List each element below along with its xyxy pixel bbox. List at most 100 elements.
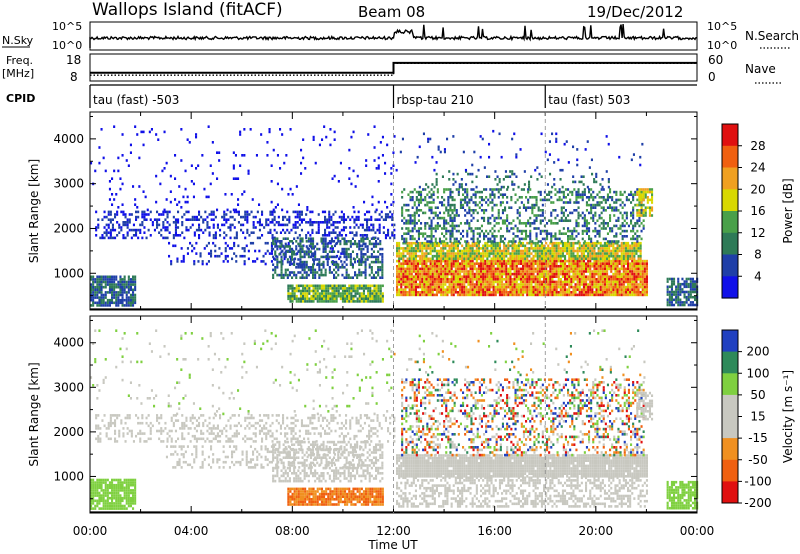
data-cell	[461, 254, 464, 258]
data-cell	[624, 270, 627, 273]
data-cell	[627, 262, 630, 265]
data-cell	[484, 272, 487, 276]
data-cell	[620, 280, 623, 284]
data-cell	[501, 201, 504, 204]
data-cell	[469, 267, 472, 271]
data-cell	[572, 247, 575, 250]
data-cell	[404, 280, 407, 284]
data-cell	[551, 254, 554, 258]
data-cell	[346, 292, 349, 295]
data-cell	[451, 229, 454, 233]
data-cell	[301, 247, 304, 251]
data-cell	[280, 258, 283, 261]
data-cell	[251, 198, 254, 201]
data-cell	[327, 287, 330, 290]
data-cell	[402, 272, 405, 276]
data-cell	[404, 291, 407, 294]
data-cell	[379, 297, 382, 301]
data-cell	[431, 254, 434, 258]
data-cell	[499, 237, 502, 241]
data-cell	[370, 253, 373, 256]
data-cell	[547, 254, 550, 258]
data-cell	[454, 259, 457, 263]
data-cell	[396, 265, 399, 268]
data-cell	[420, 193, 423, 196]
data-cell	[221, 223, 224, 227]
data-cell	[293, 258, 296, 261]
data-cell	[597, 293, 600, 297]
data-cell	[268, 130, 271, 134]
data-cell	[309, 271, 312, 274]
data-cell	[505, 288, 508, 291]
data-cell	[455, 211, 458, 215]
data-cell	[599, 265, 602, 268]
data-cell	[548, 219, 551, 222]
data-cell	[320, 287, 323, 290]
data-cell	[302, 294, 305, 298]
data-cell	[593, 283, 596, 286]
data-cell	[499, 235, 502, 238]
data-cell	[624, 252, 627, 255]
data-cell	[477, 291, 480, 294]
data-cell	[198, 228, 201, 232]
data-cell	[289, 300, 292, 303]
data-cell	[507, 259, 510, 263]
data-cell	[135, 231, 138, 234]
data-cell	[252, 226, 255, 229]
data-cell	[603, 272, 606, 276]
data-cell	[115, 296, 118, 299]
data-cell	[216, 151, 219, 154]
data-cell	[448, 265, 451, 268]
data-cell	[606, 267, 609, 271]
data-cell	[441, 232, 444, 235]
data-cell	[511, 272, 514, 276]
data-cell	[434, 237, 437, 241]
data-cell	[205, 262, 208, 266]
data-cell	[580, 272, 583, 276]
data-cell	[631, 283, 634, 286]
data-cell	[585, 283, 588, 286]
data-cell	[589, 247, 592, 250]
data-cell	[417, 235, 420, 238]
data-cell	[599, 293, 602, 297]
data-cell	[585, 244, 588, 248]
data-cell	[549, 265, 552, 268]
data-cell	[471, 291, 474, 294]
data-cell	[429, 241, 432, 245]
data-cell	[404, 272, 407, 276]
data-cell	[252, 215, 255, 219]
data-cell	[635, 241, 638, 245]
data-cell	[505, 291, 508, 294]
data-cell	[538, 288, 541, 291]
data-cell	[509, 285, 512, 289]
data-cell	[450, 283, 453, 286]
data-cell	[512, 240, 515, 243]
data-cell	[557, 272, 560, 276]
data-cell	[497, 229, 500, 233]
data-cell	[522, 237, 525, 241]
data-cell	[185, 226, 188, 229]
data-cell	[157, 138, 160, 141]
data-cell	[452, 280, 455, 284]
data-cell	[406, 280, 409, 284]
data-cell	[333, 276, 336, 279]
data-cell	[486, 283, 489, 286]
data-cell	[109, 231, 112, 234]
data-cell	[208, 213, 211, 216]
data-cell	[618, 262, 621, 265]
data-cell	[316, 271, 319, 274]
data-cell	[121, 288, 124, 292]
data-cell	[593, 262, 596, 265]
data-cell	[450, 275, 453, 278]
data-cell	[150, 128, 153, 131]
data-cell	[461, 257, 464, 261]
data-cell	[233, 210, 236, 214]
data-cell	[519, 241, 522, 245]
data-cell	[553, 288, 556, 291]
data-cell	[211, 141, 214, 144]
data-cell	[633, 254, 636, 258]
data-cell	[402, 278, 405, 281]
data-cell	[260, 260, 263, 263]
data-cell	[256, 236, 259, 240]
data-cell	[174, 198, 177, 201]
